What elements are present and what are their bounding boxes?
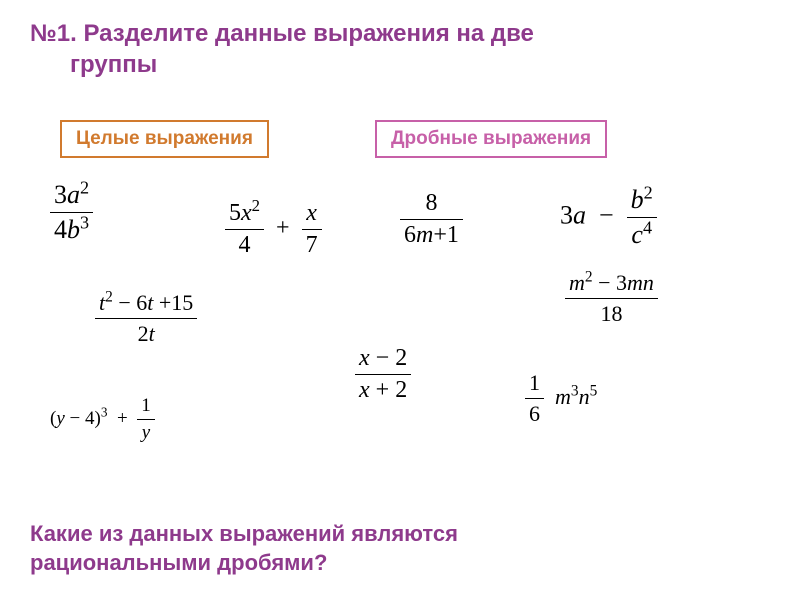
expression-8: (y − 4)3 + 1 y bbox=[50, 395, 155, 444]
e5-num: t2 − 6t +15 bbox=[95, 290, 197, 319]
e2-t1-num: 5x2 bbox=[225, 200, 264, 230]
e6-den: 18 bbox=[565, 299, 658, 327]
e5-den: 2t bbox=[95, 319, 197, 347]
e1-num: 3a2 bbox=[50, 180, 93, 213]
e2-t2-den: 7 bbox=[302, 230, 322, 259]
e9-num: 1 bbox=[525, 370, 544, 399]
expression-3: 8 6m+1 bbox=[400, 190, 463, 249]
category-integer-label: Целые выражения bbox=[76, 128, 253, 149]
e8-lead: (y − 4)3 bbox=[50, 408, 107, 429]
expression-4: 3a − b2 c4 bbox=[560, 185, 657, 250]
e2-t2-num: x bbox=[302, 200, 322, 230]
footer-line1: Какие из данных выражений являются bbox=[30, 521, 458, 546]
e3-num: 8 bbox=[400, 190, 463, 220]
e4-lead: 3a bbox=[560, 200, 586, 229]
e4-op: − bbox=[593, 200, 621, 229]
e9-trail: m3n5 bbox=[550, 384, 598, 409]
footer-question: Какие из данных выражений являются рацио… bbox=[30, 520, 458, 577]
e8-op: + bbox=[112, 408, 132, 429]
e8-den: y bbox=[137, 420, 155, 444]
expression-1: 3a2 4b3 bbox=[50, 180, 93, 245]
page-title: №1. Разделите данные выражения на две гр… bbox=[30, 18, 534, 80]
title-line2: группы bbox=[70, 51, 157, 78]
category-integer-box: Целые выражения bbox=[60, 120, 269, 158]
e1-den: 4b3 bbox=[50, 213, 93, 245]
expression-7: x − 2 x + 2 bbox=[355, 345, 411, 404]
e6-num: m2 − 3mn bbox=[565, 270, 658, 299]
e2-op: + bbox=[270, 215, 296, 241]
footer-line2: рациональными дробями? bbox=[30, 550, 327, 575]
expression-5: t2 − 6t +15 2t bbox=[95, 290, 197, 347]
e7-num: x − 2 bbox=[355, 345, 411, 375]
e9-den: 6 bbox=[525, 399, 544, 427]
title-line1: №1. Разделите данные выражения на две bbox=[30, 20, 534, 47]
expression-2: 5x2 4 + x 7 bbox=[225, 200, 322, 259]
category-fractional-label: Дробные выражения bbox=[391, 128, 591, 149]
e4-num: b2 bbox=[627, 185, 657, 218]
e4-den: c4 bbox=[627, 218, 657, 250]
e8-num: 1 bbox=[137, 395, 155, 420]
e2-t1-den: 4 bbox=[225, 230, 264, 259]
expression-6: m2 − 3mn 18 bbox=[565, 270, 658, 327]
expression-9: 1 6 m3n5 bbox=[525, 370, 597, 427]
e7-den: x + 2 bbox=[355, 375, 411, 404]
e3-den: 6m+1 bbox=[400, 220, 463, 249]
category-fractional-box: Дробные выражения bbox=[375, 120, 607, 158]
